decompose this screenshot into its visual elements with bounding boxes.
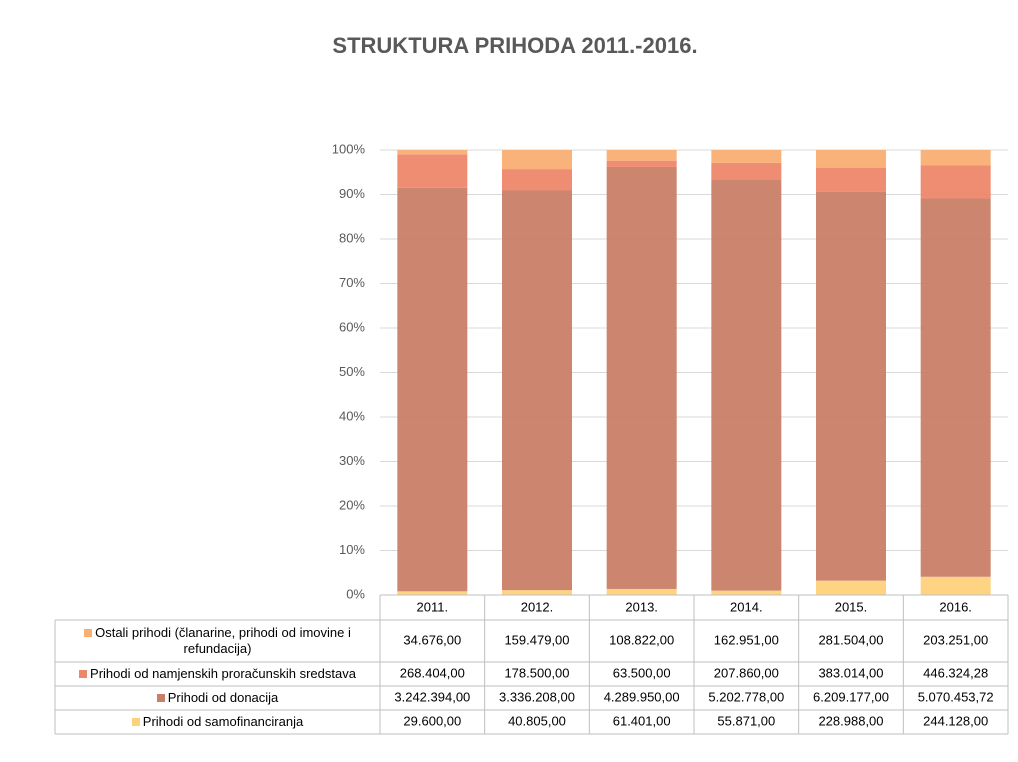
bar-segment [606, 160, 677, 167]
x-tick-label: 2016. [939, 599, 972, 614]
table-value: 203.251,00 [923, 632, 988, 647]
bar-segment [711, 150, 782, 163]
table-value: 55.871,00 [717, 713, 775, 728]
y-tick-label: 80% [339, 230, 365, 245]
table-value: 5.202.778,00 [708, 689, 784, 704]
table-value: 244.128,00 [923, 713, 988, 728]
legend-entry: Prihodi od donacija [58, 686, 377, 710]
legend-text: Prihodi od donacija [156, 690, 279, 706]
bar-segment [920, 576, 991, 595]
legend-swatch [79, 670, 88, 678]
bar-segment [397, 150, 468, 155]
x-tick-label: 2014. [730, 599, 763, 614]
legend-text: Prihodi od samofinanciranja [131, 714, 304, 730]
bar-segment [920, 165, 991, 199]
table-value: 4.289.950,00 [604, 689, 680, 704]
legend-label: Prihodi od samofinanciranja [142, 714, 304, 729]
bar-segment [606, 166, 677, 589]
bar-segment [502, 169, 572, 191]
y-tick-label: 10% [339, 542, 365, 557]
table-value: 5.070.453,72 [918, 689, 994, 704]
y-tick-label: 70% [339, 275, 365, 290]
bar-segment [502, 590, 572, 595]
bar-segment [816, 150, 886, 168]
legend-label: Prihodi od donacija [167, 690, 279, 705]
table-value: 61.401,00 [613, 713, 671, 728]
x-tick-label: 2012. [521, 599, 554, 614]
bar-segment [397, 154, 468, 188]
bar-segment [502, 190, 572, 591]
bar-segment [711, 590, 782, 595]
bar-segment [816, 580, 886, 595]
legend-cell: Prihodi od samofinanciranja [58, 710, 377, 734]
bar-segment [920, 150, 991, 166]
table-value: 3.336.208,00 [499, 689, 575, 704]
y-tick-label: 100% [332, 141, 366, 156]
table-value: 3.242.394,00 [394, 689, 470, 704]
legend-text: Ostali prihodi (članarine, prihodi od im… [58, 625, 377, 657]
legend-cell: Prihodi od namjenskih proračunskih sreds… [58, 662, 377, 686]
x-tick-label: 2015. [835, 599, 868, 614]
table-value: 6.209.177,00 [813, 689, 889, 704]
legend-cell: Prihodi od donacija [58, 686, 377, 710]
bar-segment [397, 187, 468, 592]
table-value: 446.324,28 [923, 665, 988, 680]
table-value: 34.676,00 [403, 632, 461, 647]
bar-segment [606, 588, 677, 595]
legend-swatch [131, 718, 140, 726]
legend-entry: Prihodi od samofinanciranja [58, 710, 377, 734]
legend-text: Prihodi od namjenskih proračunskih sreds… [79, 666, 356, 682]
legend-label: Prihodi od namjenskih proračunskih sreds… [90, 666, 356, 681]
y-tick-label: 0% [346, 586, 365, 601]
legend-swatch [84, 629, 93, 637]
table-value: 40.805,00 [508, 713, 566, 728]
legend-entry: Ostali prihodi (članarine, prihodi od im… [58, 620, 377, 662]
x-tick-label: 2011. [417, 599, 449, 614]
table-value: 29.600,00 [403, 713, 461, 728]
legend-cell: Ostali prihodi (članarine, prihodi od im… [58, 620, 377, 662]
chart-title: STRUKTURA PRIHODA 2011.-2016. [332, 33, 697, 58]
bar-segment [711, 179, 782, 591]
bar-segment [502, 150, 572, 170]
bar-segment [920, 198, 991, 577]
bar-segment [816, 191, 886, 581]
table-value: 268.404,00 [400, 665, 465, 680]
y-tick-label: 50% [339, 364, 365, 379]
table-value: 228.988,00 [818, 713, 883, 728]
table-value: 162.951,00 [714, 632, 779, 647]
legend-label: Ostali prihodi (članarine, prihodi od im… [95, 625, 351, 656]
bar-segment [397, 591, 468, 595]
y-tick-label: 90% [339, 186, 365, 201]
bar-segment [711, 162, 782, 180]
y-tick-label: 30% [339, 453, 365, 468]
y-tick-label: 60% [339, 319, 365, 334]
table-value: 207.860,00 [714, 665, 779, 680]
legend-swatch [156, 694, 165, 702]
table-value: 178.500,00 [504, 665, 569, 680]
table-value: 63.500,00 [613, 665, 671, 680]
table-value: 383.014,00 [818, 665, 883, 680]
y-tick-label: 20% [339, 497, 365, 512]
legend-entry: Prihodi od namjenskih proračunskih sreds… [58, 662, 377, 686]
table-value: 159.479,00 [504, 632, 569, 647]
table-value: 281.504,00 [818, 632, 883, 647]
x-tick-label: 2013. [625, 599, 658, 614]
y-tick-label: 40% [339, 408, 365, 423]
bar-segment [816, 167, 886, 192]
table-value: 108.822,00 [609, 632, 674, 647]
bar-segment [606, 150, 677, 161]
